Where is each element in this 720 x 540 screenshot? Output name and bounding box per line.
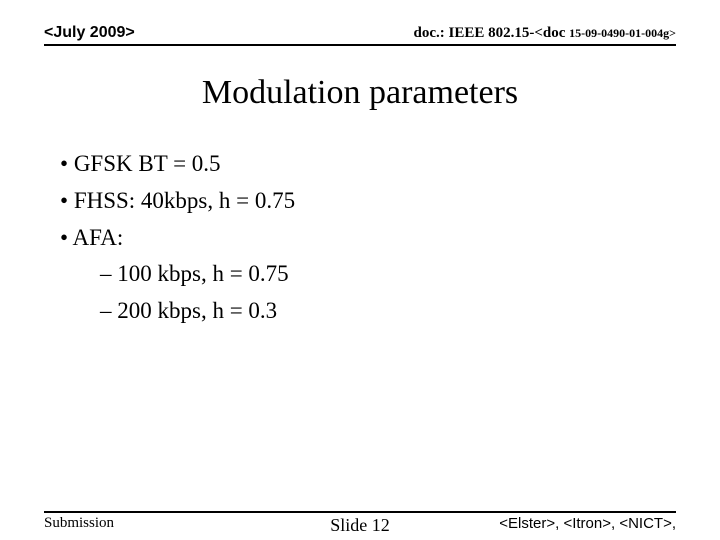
header-doc: doc.: IEEE 802.15-<doc 15-09-0490-01-004… — [414, 25, 676, 42]
header-doc-prefix: doc.: IEEE 802.15-<doc — [414, 25, 566, 41]
sub-bullet-item: 200 kbps, h = 0.3 — [100, 293, 660, 330]
slide-header: <July 2009> doc.: IEEE 802.15-<doc 15-09… — [44, 24, 676, 46]
slide-body: GFSK BT = 0.5 FHSS: 40kbps, h = 0.75 AFA… — [60, 146, 660, 330]
sub-bullet-item: 100 kbps, h = 0.75 — [100, 256, 660, 293]
bullet-list: GFSK BT = 0.5 FHSS: 40kbps, h = 0.75 AFA… — [60, 146, 660, 256]
slide-title: Modulation parameters — [0, 74, 720, 112]
sub-bullet-list: 100 kbps, h = 0.75 200 kbps, h = 0.3 — [100, 256, 660, 330]
slide: <July 2009> doc.: IEEE 802.15-<doc 15-09… — [0, 0, 720, 540]
footer-slide-number: Slide 12 — [330, 515, 390, 536]
bullet-item: AFA: — [60, 220, 660, 257]
footer-authors: <Elster>, <Itron>, <NICT>, — [499, 515, 676, 532]
slide-footer: Submission Slide 12 <Elster>, <Itron>, <… — [44, 511, 676, 532]
footer-left: Submission — [44, 515, 114, 532]
header-doc-suffix: 15-09-0490-01-004g> — [569, 26, 676, 40]
bullet-item: FHSS: 40kbps, h = 0.75 — [60, 183, 660, 220]
bullet-item: GFSK BT = 0.5 — [60, 146, 660, 183]
header-date: <July 2009> — [44, 24, 135, 42]
